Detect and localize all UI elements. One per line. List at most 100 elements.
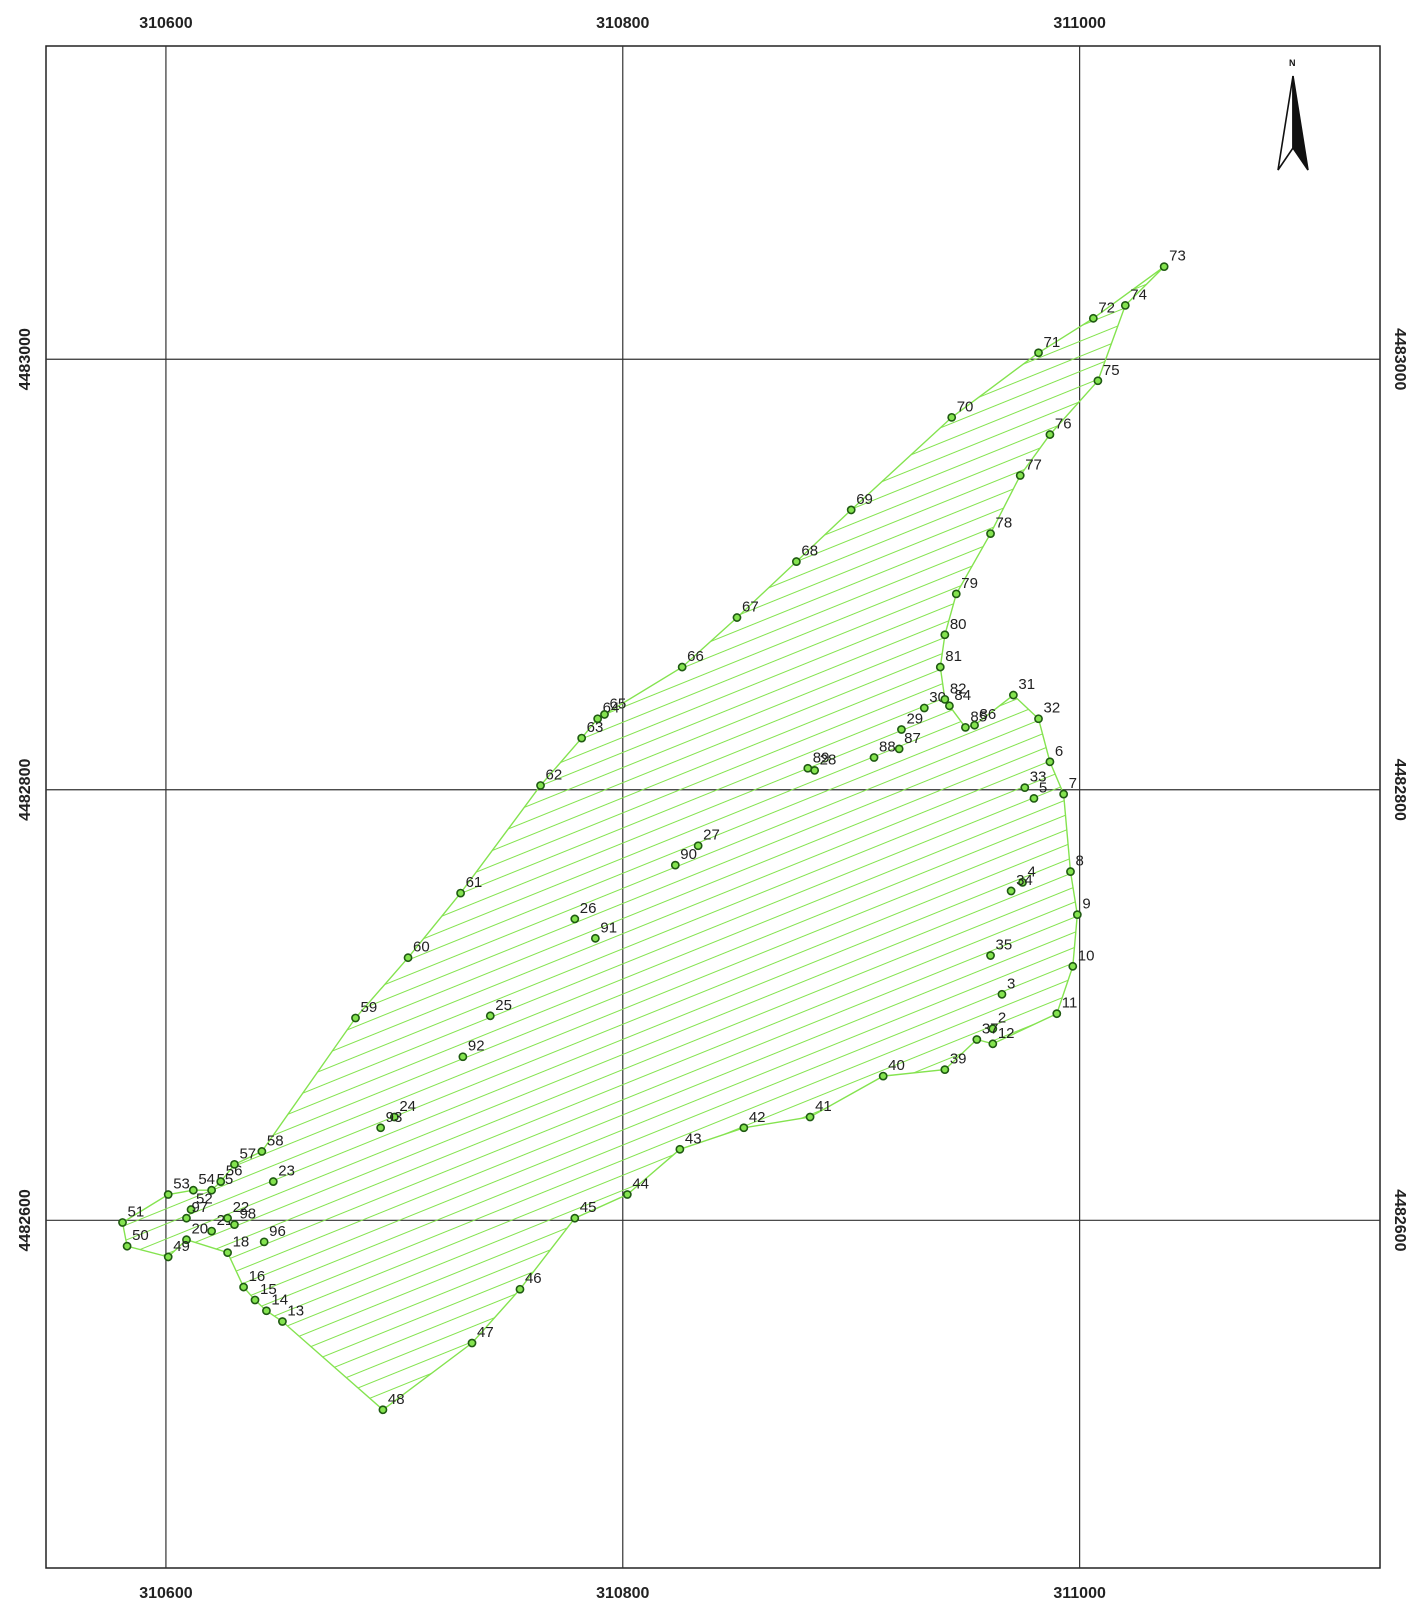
survey-point-label: 80 <box>950 616 967 633</box>
y-tick-label-right: 4482800 <box>1391 759 1408 821</box>
survey-point-label: 32 <box>1044 700 1061 717</box>
survey-point-marker <box>376 1123 386 1133</box>
survey-point-label: 34 <box>1016 872 1033 889</box>
survey-point-label: 74 <box>1130 286 1147 303</box>
survey-point-label: 51 <box>128 1203 145 1220</box>
survey-point-marker <box>961 722 970 732</box>
survey-point-marker <box>1093 376 1103 386</box>
y-tick-label-left: 4482600 <box>17 1189 34 1251</box>
y-tick-label-right: 4482600 <box>1391 1189 1408 1251</box>
survey-point-marker <box>163 1252 173 1262</box>
survey-point-label: 72 <box>1098 299 1115 316</box>
survey-point-label: 40 <box>888 1057 905 1074</box>
survey-point-label: 57 <box>239 1145 256 1162</box>
survey-point-marker <box>988 1039 998 1049</box>
survey-point-label: 60 <box>413 939 430 956</box>
survey-point-label: 53 <box>173 1175 190 1192</box>
survey-point-marker <box>223 1248 232 1258</box>
survey-point-label: 56 <box>226 1163 243 1180</box>
survey-point-label: 7 <box>1069 775 1077 792</box>
survey-point-label: 2 <box>998 1010 1006 1027</box>
survey-point-label: 90 <box>680 846 697 863</box>
survey-point-marker <box>456 888 465 898</box>
survey-point-marker <box>485 1011 495 1021</box>
survey-point-label: 69 <box>856 491 873 508</box>
survey-point-marker <box>670 860 680 870</box>
y-tick-label-left: 4482800 <box>17 759 34 821</box>
survey-point-label: 27 <box>703 827 720 844</box>
survey-point-label: 37 <box>982 1020 999 1037</box>
survey-point-label: 98 <box>239 1206 256 1223</box>
survey-point-marker <box>805 1112 815 1122</box>
survey-point-marker <box>986 529 995 538</box>
survey-point-marker <box>622 1190 632 1199</box>
survey-point-marker <box>1015 471 1025 480</box>
survey-point-label: 62 <box>546 766 563 783</box>
survey-point-marker <box>223 1213 232 1223</box>
survey-point-label: 5 <box>1039 779 1047 796</box>
survey-point-marker <box>1034 348 1043 358</box>
survey-point-label: 3 <box>1007 975 1015 992</box>
y-tick-label-right: 4483000 <box>1391 328 1408 390</box>
survey-point-label: 59 <box>361 999 378 1016</box>
survey-point-label: 44 <box>632 1175 649 1192</box>
survey-point-label: 61 <box>466 874 483 891</box>
survey-point-marker <box>972 1035 982 1044</box>
survey-point-label: 58 <box>267 1132 284 1149</box>
survey-point-label: 6 <box>1055 743 1063 760</box>
survey-point-label: 77 <box>1025 456 1042 473</box>
survey-point-label: 76 <box>1055 416 1072 433</box>
survey-point-marker <box>1068 961 1078 971</box>
survey-point-label: 16 <box>249 1268 266 1285</box>
survey-point-marker <box>351 1013 360 1023</box>
survey-point-marker <box>878 1071 888 1081</box>
survey-point-marker <box>1072 910 1082 920</box>
survey-point-marker <box>846 505 856 515</box>
survey-point-label: 92 <box>468 1038 485 1055</box>
survey-point-marker <box>1059 789 1069 799</box>
survey-point-marker <box>536 781 545 790</box>
survey-point-marker <box>1006 886 1016 896</box>
survey-point-marker <box>600 710 609 719</box>
survey-point-marker <box>570 914 580 924</box>
survey-point-marker <box>378 1405 388 1415</box>
survey-point-marker <box>216 1177 226 1186</box>
survey-point-marker <box>1052 1009 1062 1019</box>
y-tick-label-left: 4483000 <box>17 328 34 390</box>
survey-point-marker <box>593 714 603 724</box>
survey-point-marker <box>693 841 703 851</box>
north-arrow-left-half <box>1277 75 1294 171</box>
survey-point-label: 31 <box>1018 676 1035 693</box>
survey-point-label: 10 <box>1078 947 1095 964</box>
survey-point-marker <box>207 1226 217 1236</box>
survey-point-label: 73 <box>1169 248 1186 265</box>
survey-point-marker <box>515 1284 525 1294</box>
survey-point-marker <box>940 694 950 704</box>
survey-point-marker <box>1008 690 1018 700</box>
survey-point-label: 52 <box>196 1191 213 1208</box>
survey-point-label: 87 <box>904 730 921 747</box>
survey-point-label: 39 <box>950 1051 967 1068</box>
survey-point-label: 97 <box>191 1199 208 1216</box>
survey-point-marker <box>1029 793 1039 803</box>
survey-point-marker <box>1120 301 1130 310</box>
survey-point-label: 46 <box>525 1270 542 1287</box>
survey-point-label: 78 <box>996 515 1013 532</box>
survey-point-label: 14 <box>271 1292 288 1309</box>
survey-point-marker <box>182 1213 191 1223</box>
north-arrow: N <box>1277 58 1309 171</box>
survey-point-marker <box>259 1237 269 1247</box>
survey-point-marker <box>262 1306 271 1316</box>
survey-point-label: 24 <box>399 1098 416 1115</box>
survey-point-marker <box>869 753 879 762</box>
survey-point-label: 89 <box>813 749 830 766</box>
survey-point-label: 47 <box>477 1324 494 1341</box>
survey-point-marker <box>1066 867 1075 876</box>
survey-point-label: 93 <box>386 1109 403 1126</box>
survey-point-marker <box>570 1213 580 1223</box>
survey-point-marker <box>257 1147 267 1156</box>
survey-point-label: 71 <box>1044 334 1061 351</box>
survey-point-label: 86 <box>980 706 997 723</box>
survey-point-marker <box>403 953 413 963</box>
survey-point-marker <box>1034 714 1043 724</box>
